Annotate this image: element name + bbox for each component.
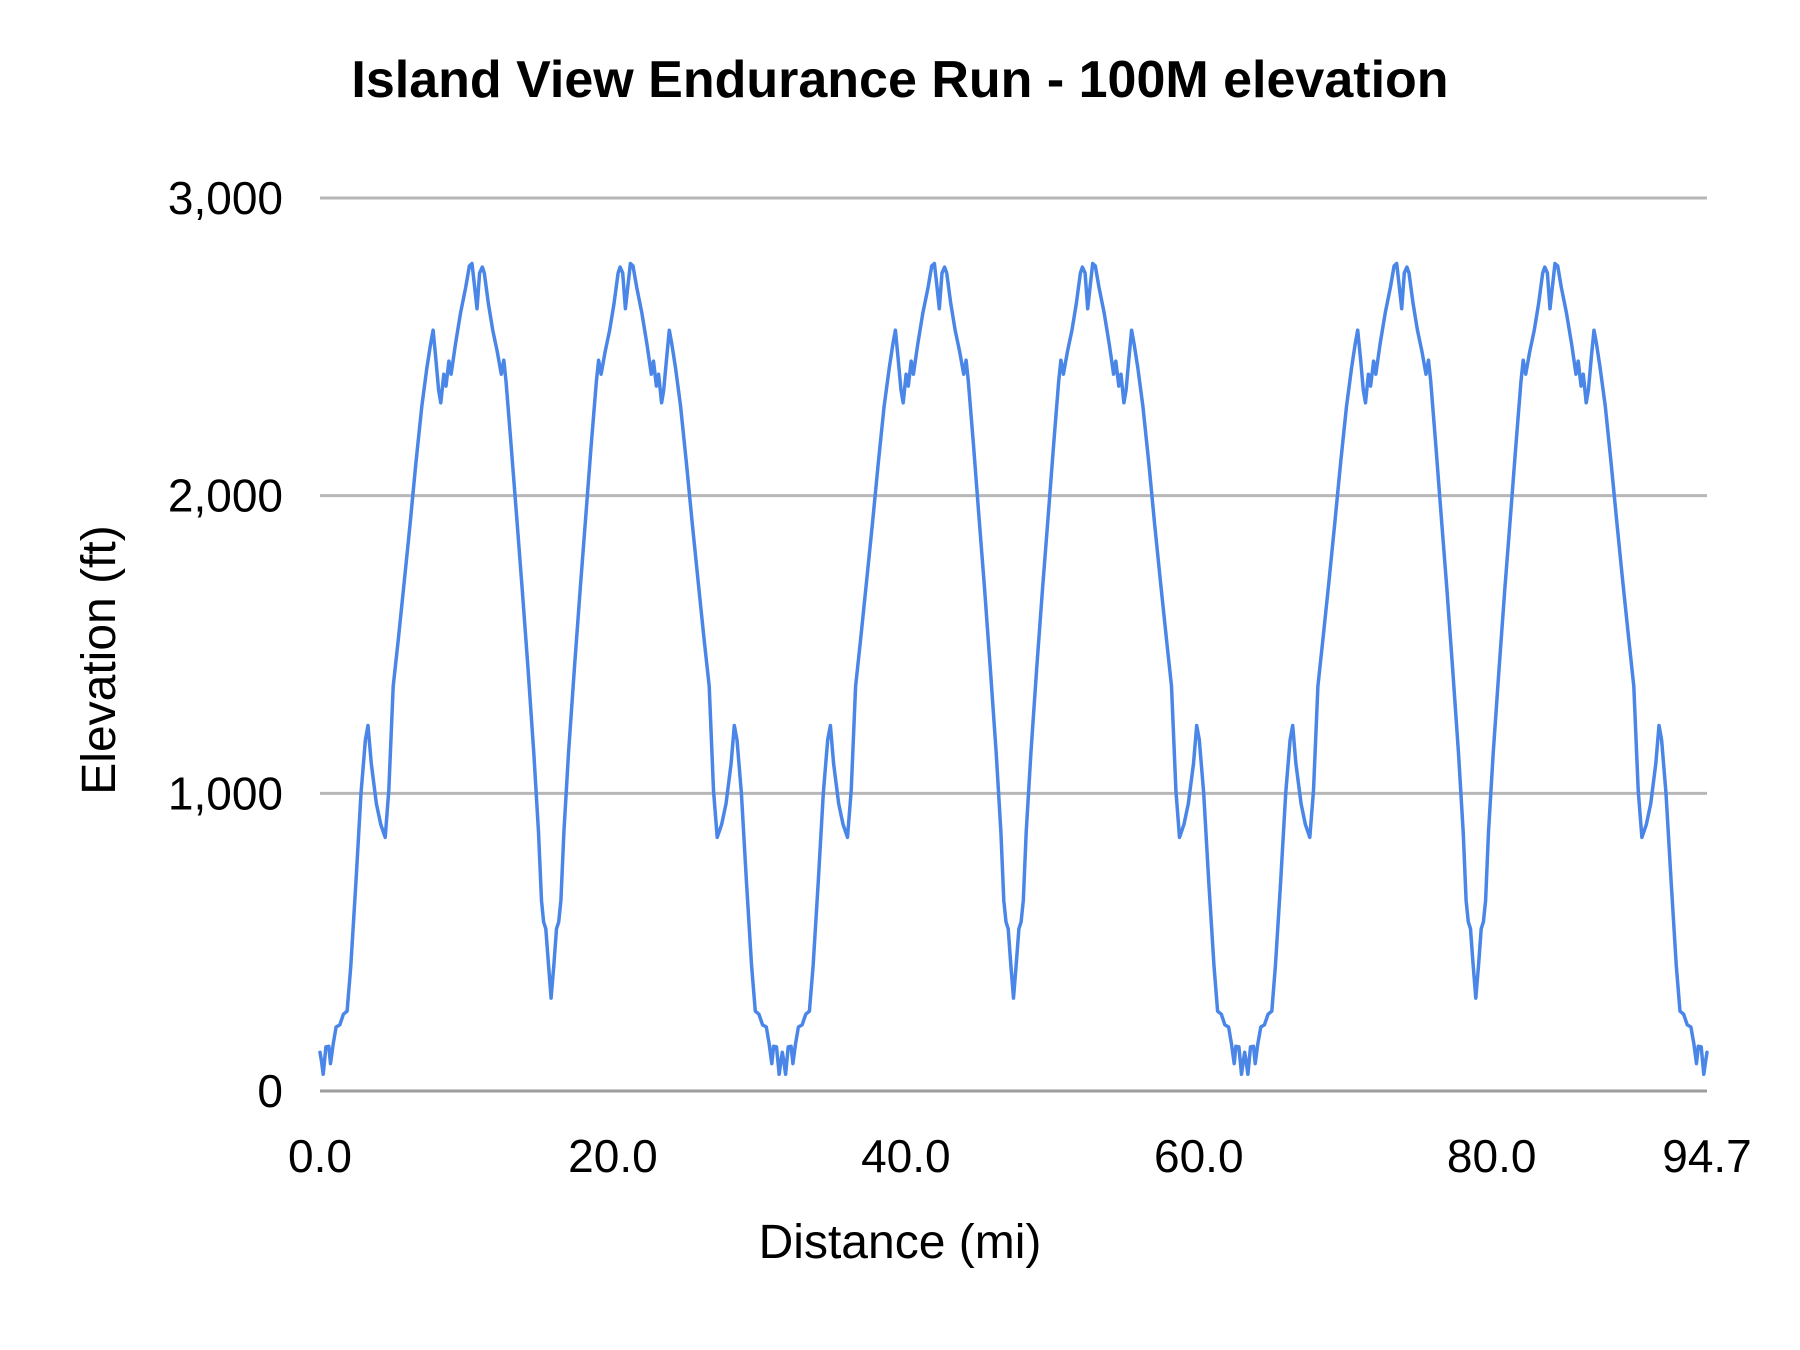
elevation-line xyxy=(318,261,1709,1077)
series-layer xyxy=(318,261,1709,1077)
x-tick-label: 20.0 xyxy=(568,1130,658,1182)
y-tick-label: 3,000 xyxy=(168,172,283,224)
x-tick-label: 94.7 xyxy=(1662,1130,1752,1182)
y-tick-label: 2,000 xyxy=(168,470,283,522)
y-axis-title: Elevation (ft) xyxy=(73,525,126,794)
tick-labels: 0 1,000 2,000 3,000 0.0 20.0 40.0 60.0 80.0 94.7 xyxy=(168,172,1752,1182)
y-tick-label: 0 xyxy=(257,1065,283,1117)
x-tick-label: 40.0 xyxy=(861,1130,951,1182)
gridlines xyxy=(320,196,1707,1093)
x-tick-label: 60.0 xyxy=(1154,1130,1244,1182)
x-tick-label: 0.0 xyxy=(288,1130,352,1182)
y-tick-label: 1,000 xyxy=(168,767,283,819)
x-tick-label: 80.0 xyxy=(1447,1130,1537,1182)
chart-title: Island View Endurance Run - 100M elevati… xyxy=(351,51,1448,109)
x-axis-title: Distance (mi) xyxy=(759,1216,1042,1269)
